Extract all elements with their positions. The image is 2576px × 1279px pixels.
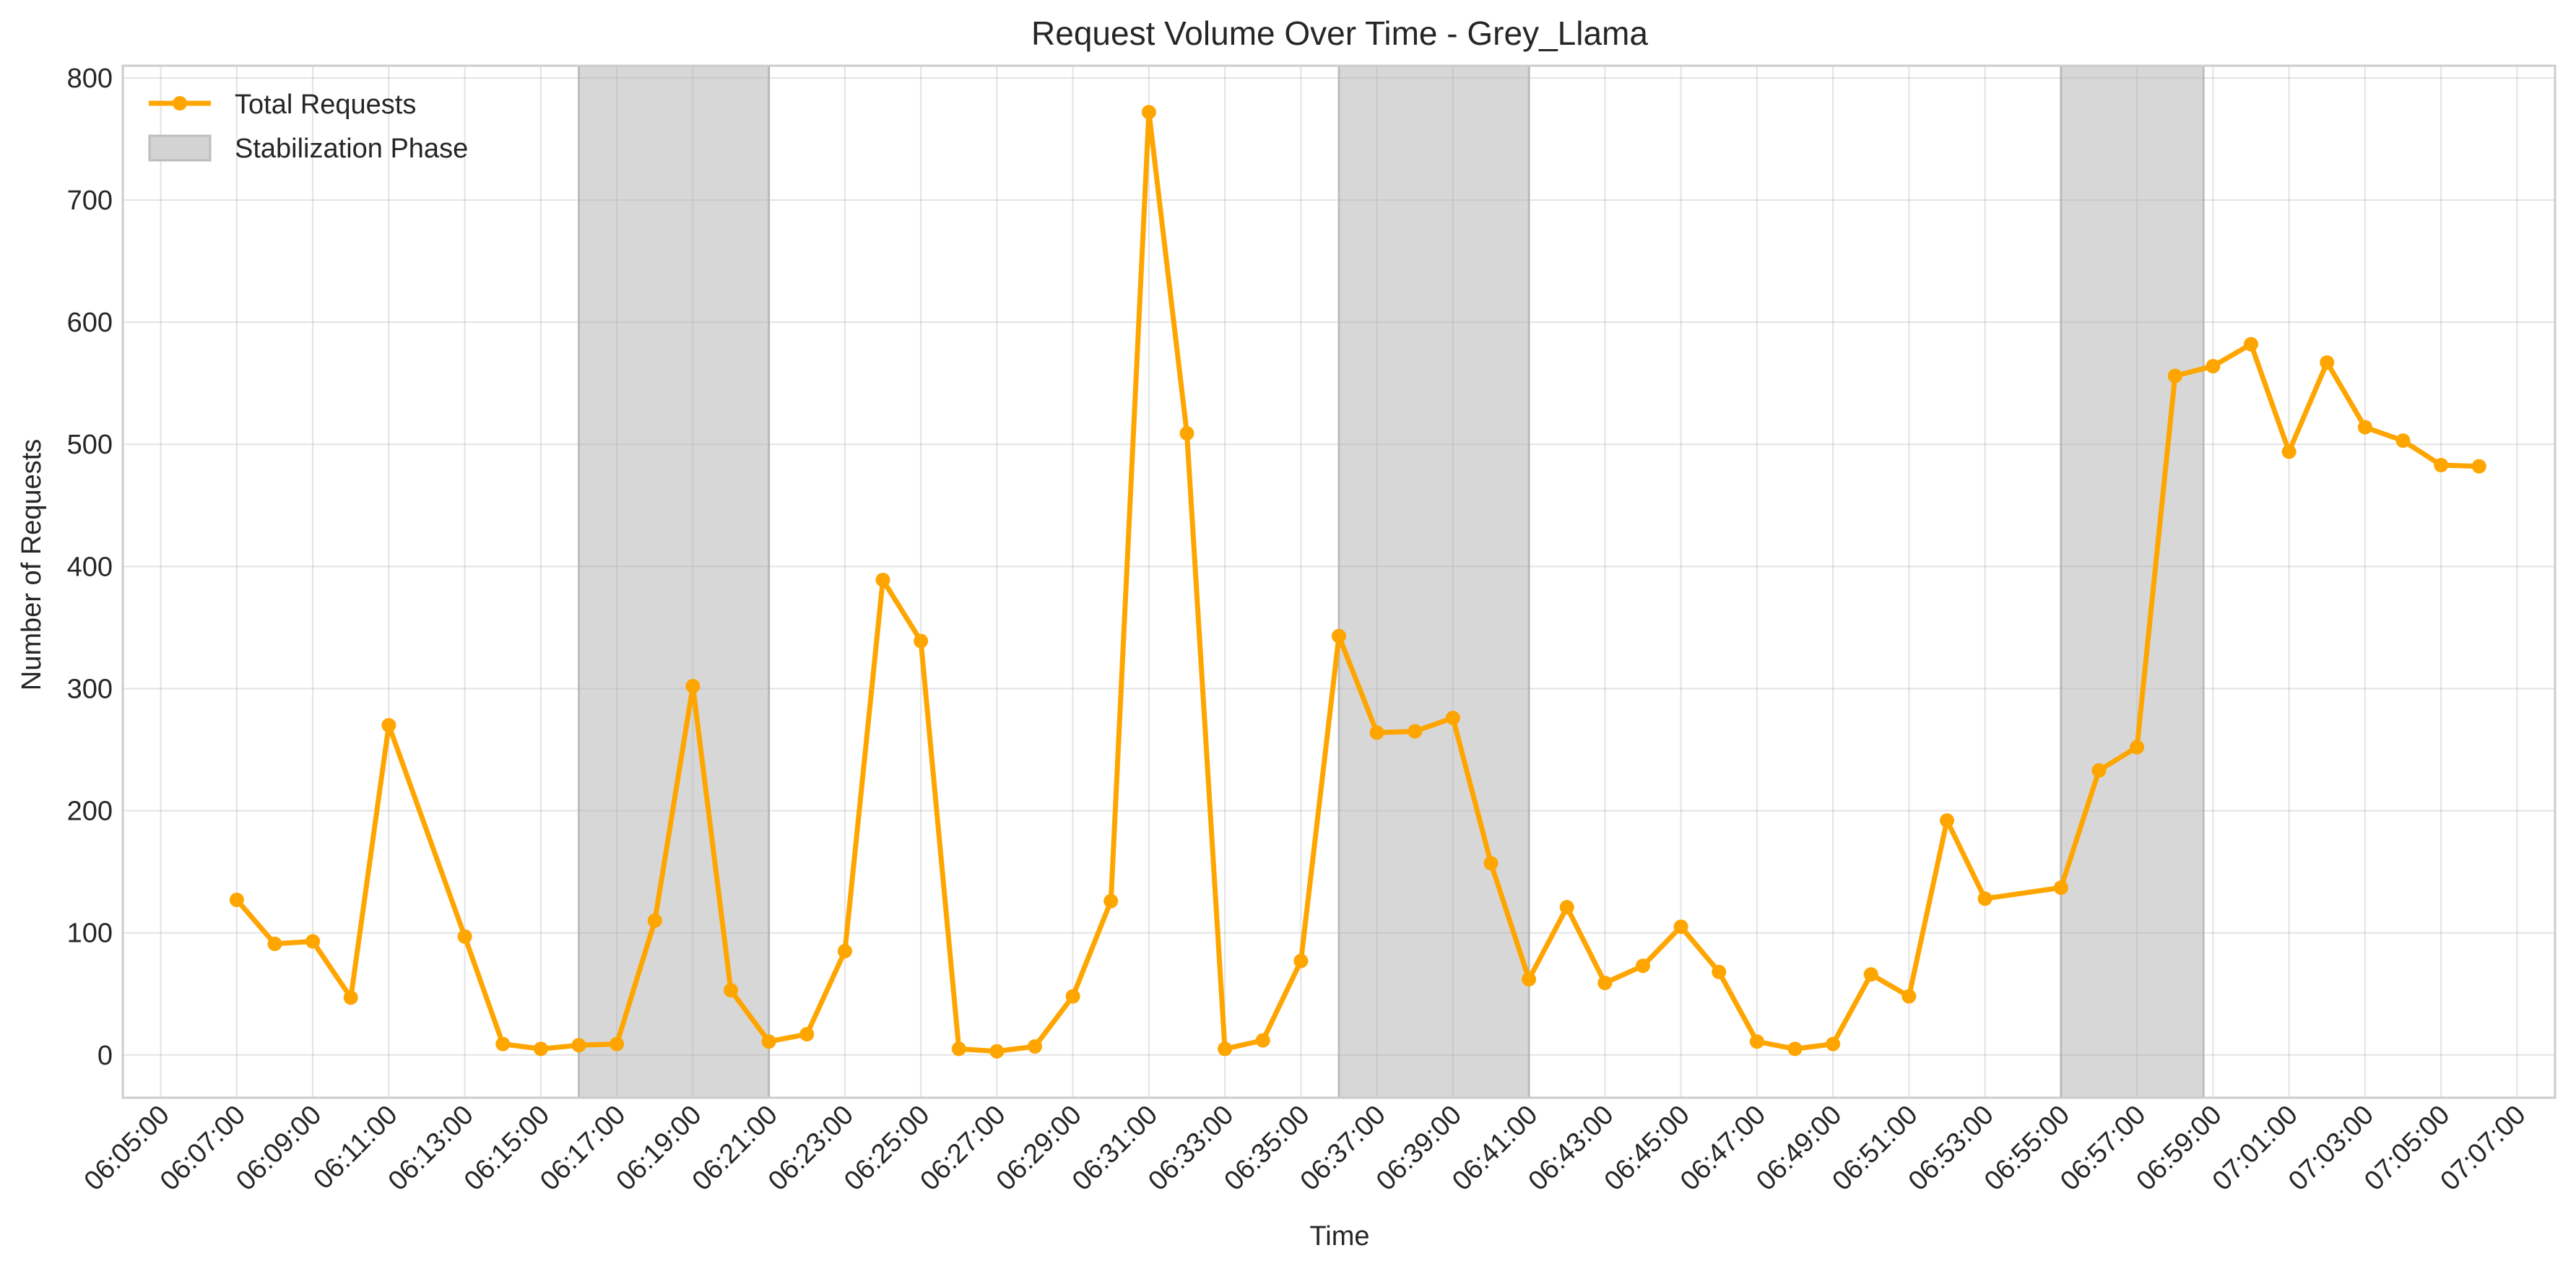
- data-point-47: [2053, 880, 2068, 896]
- data-point-37: [1636, 958, 1650, 974]
- y-tick-label: 600: [67, 308, 113, 338]
- data-point-25: [1179, 426, 1194, 441]
- legend-label-stabilization-phase: Stabilization Phase: [235, 134, 468, 164]
- x-axis: 06:05:0006:07:0006:09:0006:11:0006:13:00…: [79, 1100, 2532, 1197]
- data-point-26: [1218, 1041, 1233, 1057]
- data-point-42: [1826, 1036, 1841, 1052]
- y-tick-label: 500: [67, 430, 113, 460]
- data-point-43: [1863, 967, 1878, 982]
- data-point-32: [1445, 711, 1460, 726]
- y-tick-label: 100: [67, 919, 113, 949]
- series-line: [234, 109, 2482, 1054]
- y-axis-label: Number of Requests: [17, 439, 47, 691]
- data-point-9: [571, 1038, 586, 1053]
- data-point-6: [457, 929, 472, 944]
- y-tick-label: 400: [67, 552, 113, 582]
- data-point-4: [343, 990, 358, 1005]
- data-point-54: [2320, 355, 2335, 370]
- legend-swatch-icon: [148, 134, 212, 162]
- data-point-53: [2281, 444, 2297, 459]
- data-point-34: [1522, 971, 1537, 987]
- data-point-20: [989, 1044, 1005, 1059]
- data-point-49: [2130, 740, 2145, 755]
- data-point-16: [837, 944, 852, 959]
- data-point-39: [1712, 964, 1727, 979]
- data-point-41: [1787, 1041, 1803, 1057]
- data-point-27: [1255, 1033, 1270, 1048]
- data-point-12: [685, 679, 701, 694]
- data-point-46: [1977, 891, 1992, 906]
- data-point-14: [761, 1034, 776, 1049]
- data-point-56: [2395, 433, 2411, 448]
- data-point-2: [267, 936, 282, 951]
- x-tick-label: 07:07:00: [2434, 1100, 2531, 1197]
- data-point-13: [724, 983, 738, 998]
- data-point-33: [1483, 856, 1499, 871]
- stabilization-region-1: [578, 64, 771, 1099]
- data-point-31: [1408, 724, 1423, 739]
- data-point-51: [2206, 359, 2221, 374]
- data-point-8: [533, 1041, 548, 1057]
- data-point-52: [2244, 337, 2258, 352]
- data-point-1: [229, 893, 244, 908]
- data-point-36: [1597, 976, 1613, 991]
- data-point-50: [2167, 368, 2182, 383]
- data-point-57: [2434, 457, 2449, 472]
- y-tick-label: 800: [67, 64, 113, 94]
- x-axis-label: Time: [1309, 1221, 1369, 1252]
- data-point-19: [951, 1041, 966, 1057]
- data-point-5: [381, 718, 396, 733]
- data-point-38: [1673, 919, 1688, 935]
- data-point-24: [1141, 105, 1156, 120]
- data-point-23: [1103, 893, 1119, 909]
- data-point-11: [647, 913, 662, 928]
- grid-lines: [123, 66, 2555, 1098]
- stabilization-shading: [578, 64, 2205, 1099]
- data-point-15: [799, 1027, 815, 1042]
- data-point-48: [2091, 763, 2107, 778]
- y-tick-label: 700: [67, 186, 113, 216]
- data-point-55: [2357, 420, 2372, 435]
- data-point-58: [2471, 459, 2486, 474]
- x-tick-label: 06:09:00: [230, 1100, 327, 1197]
- legend-marker-icon: [173, 96, 187, 110]
- legend-label-total-requests: Total Requests: [235, 90, 416, 120]
- y-tick-label: 300: [67, 674, 113, 704]
- data-point-21: [1028, 1039, 1042, 1054]
- data-point-28: [1293, 953, 1309, 968]
- y-tick-label: 0: [97, 1041, 113, 1071]
- data-point-29: [1332, 628, 1346, 643]
- data-point-7: [495, 1036, 511, 1052]
- y-axis: 0 100 200 300 400 500 600 700 800: [67, 64, 2557, 1099]
- data-point-22: [1065, 989, 1080, 1004]
- y-tick-label: 200: [67, 797, 113, 827]
- data-point-3: [305, 934, 321, 949]
- plot-frame: [121, 64, 2557, 1099]
- data-point-40: [1749, 1034, 1764, 1049]
- data-point-30: [1369, 725, 1384, 740]
- legend[interactable]: Total Requests Stabilization Phase: [148, 90, 468, 164]
- data-point-35: [1559, 900, 1574, 915]
- stabilization-region-2: [1337, 64, 1530, 1099]
- chart-title: Request Volume Over Time - Grey_Llama: [1031, 14, 1648, 52]
- data-point-45: [1940, 813, 1954, 828]
- series-total-requests: [229, 105, 2486, 1059]
- data-point-17: [875, 572, 890, 587]
- data-point-10: [610, 1036, 625, 1052]
- stabilization-region-3: [2060, 64, 2205, 1099]
- data-point-44: [1901, 989, 1917, 1004]
- data-point-18: [914, 633, 929, 649]
